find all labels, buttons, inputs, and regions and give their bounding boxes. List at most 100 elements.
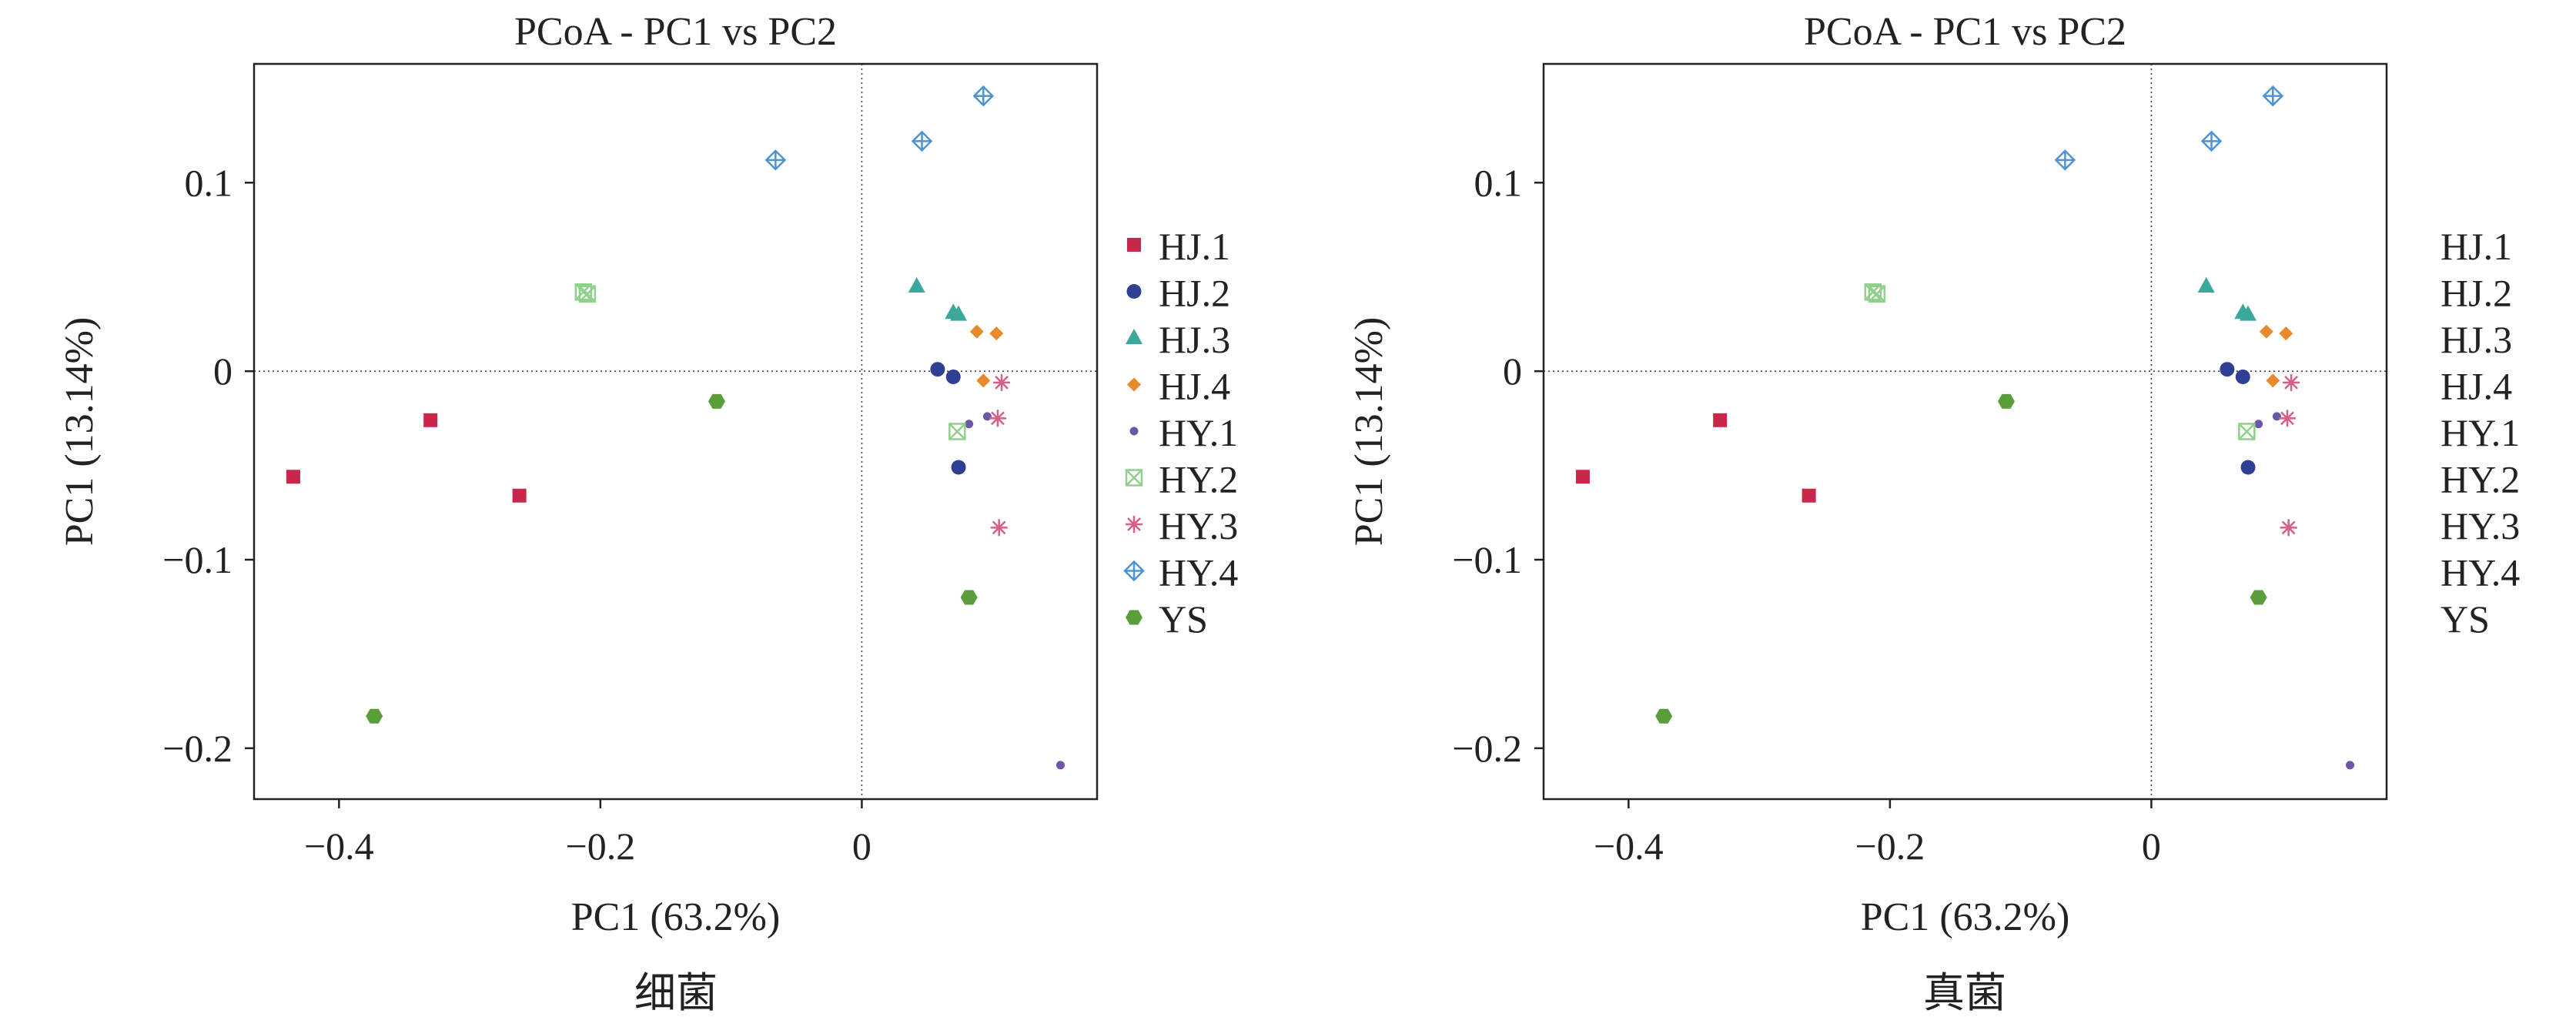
point-hj-2-3 — [2240, 460, 2256, 475]
legend-label: HJ.3 — [1159, 318, 1230, 361]
point-hy-1-3 — [1055, 761, 1065, 770]
x-tick-label: 0 — [2142, 825, 2161, 868]
point-ys-1 — [1655, 708, 1673, 724]
legend-label: YS — [1159, 597, 1208, 641]
point-hj-4-1 — [2259, 324, 2273, 339]
point-hj-2-3 — [951, 460, 966, 475]
point-hy-4-2 — [2200, 130, 2223, 152]
legend-marker-hy-4 — [1123, 560, 1145, 582]
x-tick-label: −0.2 — [1855, 825, 1925, 868]
legend-marker-hj-1 — [1127, 238, 1141, 252]
x-tick-label: 0 — [852, 825, 871, 868]
legend-label: HY.3 — [2441, 504, 2520, 547]
point-hy-4-2 — [911, 130, 933, 152]
point-hj-1-3 — [1802, 488, 1816, 503]
point-ys-2 — [708, 393, 725, 409]
legend-marker-hy-2 — [1125, 469, 1143, 487]
point-hj-2-1 — [930, 362, 945, 377]
point-hy-3-2 — [989, 410, 1006, 427]
point-hy-1-3 — [2345, 761, 2354, 770]
y-tick-label: −0.1 — [1452, 538, 1522, 581]
point-hy-2-2 — [578, 285, 597, 303]
point-hj-2-2 — [945, 369, 961, 384]
legend-label: YS — [2441, 597, 2490, 641]
legend-marker-hj-4 — [1127, 377, 1141, 392]
legend-label: HY.1 — [1159, 411, 1238, 454]
x-tick-label: −0.2 — [566, 825, 636, 868]
legend-label: HJ.3 — [2441, 318, 2512, 361]
point-hj-3-1 — [908, 276, 925, 293]
point-hy-1-2 — [2272, 412, 2281, 421]
pcoa-panel-2: PCoA - PC1 vs PC2 −0.4 −0.2 0 0.1 0 −0.1 −0.2 PC… — [1347, 10, 2520, 1016]
legend-label: HJ.2 — [2441, 272, 2512, 315]
point-hy-1-1 — [965, 420, 974, 429]
chart-title: PCoA - PC1 vs PC2 — [1804, 10, 2126, 54]
legend-label: HY.2 — [1159, 458, 1238, 501]
point-hj-1-2 — [423, 413, 438, 427]
point-ys-1 — [366, 708, 383, 724]
x-tick-label: −0.4 — [304, 825, 374, 868]
legend-label: HY.4 — [2441, 551, 2520, 594]
plot-frame — [1542, 62, 2388, 801]
point-hj-1-3 — [512, 488, 527, 503]
point-hj-2-2 — [2235, 369, 2250, 384]
panel-caption: 细菌 — [634, 970, 718, 1016]
y-tick-label: 0 — [1503, 350, 1522, 393]
point-hy-2-3 — [2238, 423, 2256, 440]
point-hy-4-3 — [2262, 85, 2284, 107]
legend-label: HY.4 — [1159, 551, 1238, 594]
plot-frame — [253, 62, 1099, 801]
legend-marker-hy-1 — [1129, 427, 1139, 436]
point-ys-3 — [960, 590, 978, 605]
point-hy-2-3 — [948, 423, 966, 440]
point-hj-4-3 — [976, 373, 991, 388]
point-hy-3-1 — [2283, 373, 2300, 391]
x-axis-label: PC1 (63.2%) — [571, 895, 781, 939]
legend-label: HJ.4 — [2441, 365, 2512, 408]
y-tick-label: −0.2 — [162, 727, 233, 770]
y-tick-label: −0.1 — [162, 538, 233, 581]
y-tick-label: 0.1 — [1474, 161, 1523, 204]
point-hy-1-2 — [982, 412, 992, 421]
y-axis-label: PC1 (13.14%) — [1347, 317, 1391, 547]
point-hy-3-3 — [990, 519, 1008, 537]
y-axis-label: PC1 (13.14%) — [58, 317, 102, 547]
legend-marker-ys — [1126, 610, 1142, 625]
legend-marker-hy-3 — [1126, 516, 1142, 533]
legend-label: HJ.1 — [2441, 225, 2512, 268]
point-hy-3-3 — [2280, 519, 2297, 537]
legend: HJ.1HJ.2HJ.3HJ.4HY.1HY.2HY.3HY.4YS — [1123, 225, 1238, 641]
point-hy-2-2 — [1868, 285, 1886, 303]
x-tick-label: −0.4 — [1594, 825, 1664, 868]
point-hj-4-1 — [969, 324, 984, 339]
point-hj-1-1 — [286, 470, 300, 484]
point-hj-4-2 — [989, 326, 1004, 341]
point-hy-4-3 — [972, 85, 995, 107]
y-tick-label: 0.1 — [185, 161, 233, 204]
legend-label: HY.3 — [1159, 504, 1238, 547]
panel-caption: 真菌 — [1923, 970, 2006, 1016]
point-hj-4-3 — [2266, 373, 2280, 388]
point-hy-3-1 — [993, 373, 1011, 391]
point-hj-3-1 — [2197, 276, 2215, 293]
legend-label: HY.2 — [2441, 458, 2520, 501]
point-hj-3-3 — [950, 305, 968, 321]
point-hj-1-1 — [1575, 470, 1590, 484]
point-hj-1-2 — [1713, 413, 1728, 427]
point-hy-4-1 — [764, 149, 787, 171]
pcoa-panel-1: PCoA - PC1 vs PC2 −0.4 −0.2 0 0.1 0 −0.1 −0.2 PC… — [58, 10, 1238, 1016]
legend-marker-hj-2 — [1126, 284, 1142, 299]
point-hy-4-1 — [2054, 149, 2076, 171]
point-hj-4-2 — [2279, 326, 2293, 341]
legend-label: HJ.4 — [1159, 365, 1230, 408]
point-ys-3 — [2250, 590, 2267, 605]
legend-label: HJ.1 — [1159, 225, 1230, 268]
y-tick-label: −0.2 — [1452, 727, 1522, 770]
point-hy-3-2 — [2278, 410, 2296, 427]
legend: HJ.1HJ.2HJ.3HJ.4HY.1HY.2HY.3HY.4YS — [2441, 225, 2520, 641]
legend-label: HJ.2 — [1159, 272, 1230, 315]
x-axis-label: PC1 (63.2%) — [1861, 895, 2070, 939]
legend-marker-hj-3 — [1126, 329, 1142, 344]
point-hy-1-1 — [2254, 420, 2263, 429]
